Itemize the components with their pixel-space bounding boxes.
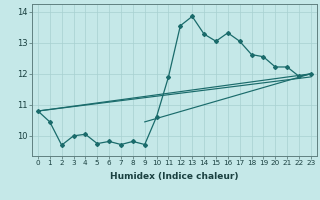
X-axis label: Humidex (Indice chaleur): Humidex (Indice chaleur) bbox=[110, 172, 239, 181]
